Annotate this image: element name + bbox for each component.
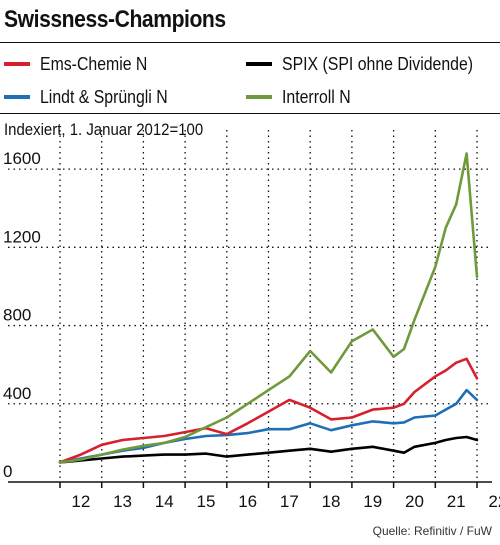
x-tick-label: 22 bbox=[488, 492, 500, 511]
chart-series-group bbox=[58, 152, 479, 464]
legend-label-ems-chemie: Ems-Chemie N bbox=[40, 53, 148, 74]
legend-item-ems-chemie: Ems-Chemie N bbox=[4, 53, 162, 75]
y-tick-label: 1600 bbox=[3, 149, 41, 168]
series-line-ems-chemie-n bbox=[58, 357, 479, 464]
series-line-spix-spi-ohne-dividende bbox=[58, 435, 479, 464]
y-tick-label: 800 bbox=[3, 306, 31, 325]
x-axis: 12 13 14 15 16 17 18 19 20 21 22 bbox=[8, 481, 500, 511]
source-note: Quelle: Refinitiv / FuW bbox=[372, 524, 492, 538]
legend-swatch-interroll bbox=[246, 95, 272, 99]
x-tick-label: 15 bbox=[196, 492, 215, 511]
y-axis-tick-labels: 0 400 800 1200 1600 bbox=[3, 149, 41, 481]
chart-title: Swissness-Champions bbox=[4, 6, 226, 33]
x-tick-label: 19 bbox=[363, 492, 382, 511]
x-tick-label: 18 bbox=[322, 492, 341, 511]
legend-label-interroll: Interroll N bbox=[282, 86, 351, 107]
x-tick-label: 21 bbox=[447, 492, 466, 511]
chart-subtitle: Indexiert, 1. Januar 2012=100 bbox=[4, 120, 204, 139]
series-line-lindt-spr-ngli-n bbox=[58, 388, 479, 464]
y-tick-label: 400 bbox=[3, 384, 31, 403]
title-rule bbox=[0, 42, 500, 43]
legend-item-lindt: Lindt & Sprüngli N bbox=[4, 86, 185, 108]
x-tick-label: 20 bbox=[405, 492, 424, 511]
x-tick-label: 12 bbox=[71, 492, 90, 511]
legend-item-spix: SPIX (SPI ohne Dividende) bbox=[246, 53, 499, 75]
x-tick-label: 13 bbox=[113, 492, 132, 511]
series-line-interroll-n bbox=[58, 152, 479, 464]
legend-label-lindt: Lindt & Sprüngli N bbox=[40, 86, 168, 107]
legend-label-spix: SPIX (SPI ohne Dividende) bbox=[282, 53, 474, 74]
legend-swatch-lindt bbox=[4, 95, 30, 99]
legend-swatch-spix bbox=[246, 62, 272, 66]
y-tick-label: 1200 bbox=[3, 227, 41, 246]
x-tick-label: 17 bbox=[280, 492, 299, 511]
legend-item-interroll: Interroll N bbox=[246, 86, 360, 108]
legend-swatch-ems-chemie bbox=[4, 62, 30, 66]
x-tick-label: 14 bbox=[155, 492, 174, 511]
y-tick-label: 0 bbox=[3, 462, 12, 481]
x-tick-label: 16 bbox=[238, 492, 257, 511]
legend-rule bbox=[0, 113, 500, 114]
